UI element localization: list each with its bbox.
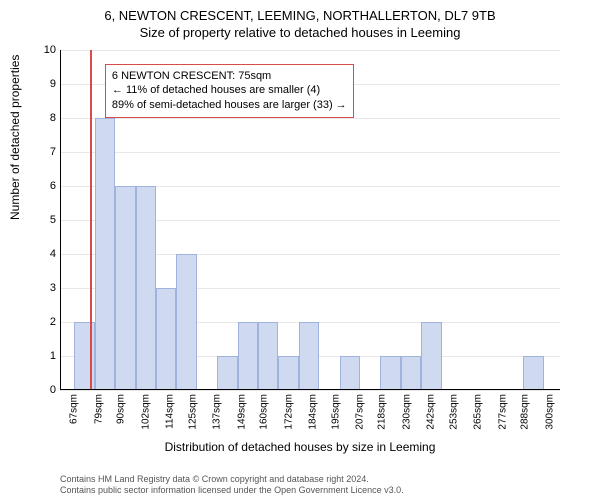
y-tick-label: 2 xyxy=(50,316,56,328)
y-tick-label: 1 xyxy=(50,350,56,362)
y-tick-label: 7 xyxy=(50,146,56,158)
histogram-bar xyxy=(340,356,360,390)
plot-area: 01234567891067sqm79sqm90sqm102sqm114sqm1… xyxy=(60,50,560,390)
x-tick-label: 253sqm xyxy=(448,394,459,430)
y-tick-label: 0 xyxy=(50,384,56,396)
annotation-line3: 89% of semi-detached houses are larger (… xyxy=(112,98,347,113)
y-tick-label: 6 xyxy=(50,180,56,192)
x-tick-label: 230sqm xyxy=(401,394,412,430)
y-tick-label: 4 xyxy=(50,248,56,260)
histogram-bar xyxy=(380,356,400,390)
x-tick-label: 288sqm xyxy=(520,394,531,430)
annotation-box: 6 NEWTON CRESCENT: 75sqm← 11% of detache… xyxy=(105,64,354,119)
footer-line1: Contains HM Land Registry data © Crown c… xyxy=(60,474,404,485)
histogram-bar xyxy=(523,356,543,390)
gridline xyxy=(60,50,560,51)
histogram-bar xyxy=(278,356,298,390)
y-axis-label: Number of detached properties xyxy=(8,55,22,220)
footer-attribution: Contains HM Land Registry data © Crown c… xyxy=(60,474,404,497)
histogram-bar xyxy=(421,322,441,390)
y-tick-label: 8 xyxy=(50,112,56,124)
x-tick-label: 277sqm xyxy=(497,394,508,430)
chart-container: { "title_line1": "6, NEWTON CRESCENT, LE… xyxy=(0,0,600,500)
histogram-bar xyxy=(156,288,176,390)
gridline xyxy=(60,118,560,119)
gridline xyxy=(60,152,560,153)
chart-title-address: 6, NEWTON CRESCENT, LEEMING, NORTHALLERT… xyxy=(0,0,600,23)
property-marker-line xyxy=(90,50,92,390)
x-tick-label: 67sqm xyxy=(69,394,80,424)
x-tick-label: 102sqm xyxy=(140,394,151,430)
histogram-bar xyxy=(238,322,258,390)
x-tick-label: 242sqm xyxy=(426,394,437,430)
x-tick-label: 207sqm xyxy=(355,394,366,430)
annotation-line1: 6 NEWTON CRESCENT: 75sqm xyxy=(112,69,347,84)
x-tick-label: 172sqm xyxy=(283,394,294,430)
x-tick-label: 160sqm xyxy=(259,394,270,430)
x-tick-label: 137sqm xyxy=(212,394,223,430)
chart-subtitle: Size of property relative to detached ho… xyxy=(0,23,600,40)
gridline xyxy=(60,390,560,391)
histogram-bar xyxy=(299,322,319,390)
histogram-bar xyxy=(176,254,196,390)
histogram-bar xyxy=(115,186,135,390)
x-tick-label: 300sqm xyxy=(544,394,555,430)
x-tick-label: 184sqm xyxy=(308,394,319,430)
histogram-bar xyxy=(136,186,156,390)
footer-line2: Contains public sector information licen… xyxy=(60,485,404,496)
histogram-bar xyxy=(95,118,115,390)
x-tick-label: 79sqm xyxy=(93,394,104,424)
x-tick-label: 114sqm xyxy=(165,394,176,429)
x-tick-label: 149sqm xyxy=(236,394,247,430)
x-tick-label: 195sqm xyxy=(330,394,341,430)
x-tick-label: 125sqm xyxy=(187,394,198,430)
histogram-bar xyxy=(258,322,278,390)
x-tick-label: 218sqm xyxy=(377,394,388,430)
x-tick-label: 90sqm xyxy=(116,394,127,424)
annotation-line2: ← 11% of detached houses are smaller (4) xyxy=(112,83,347,98)
y-tick-label: 3 xyxy=(50,282,56,294)
y-tick-label: 5 xyxy=(50,214,56,226)
x-tick-label: 265sqm xyxy=(473,394,484,430)
x-axis-label: Distribution of detached houses by size … xyxy=(0,440,600,454)
histogram-bar xyxy=(74,322,94,390)
histogram-bar xyxy=(217,356,237,390)
y-tick-label: 9 xyxy=(50,78,56,90)
y-tick-label: 10 xyxy=(44,44,56,56)
histogram-bar xyxy=(401,356,421,390)
